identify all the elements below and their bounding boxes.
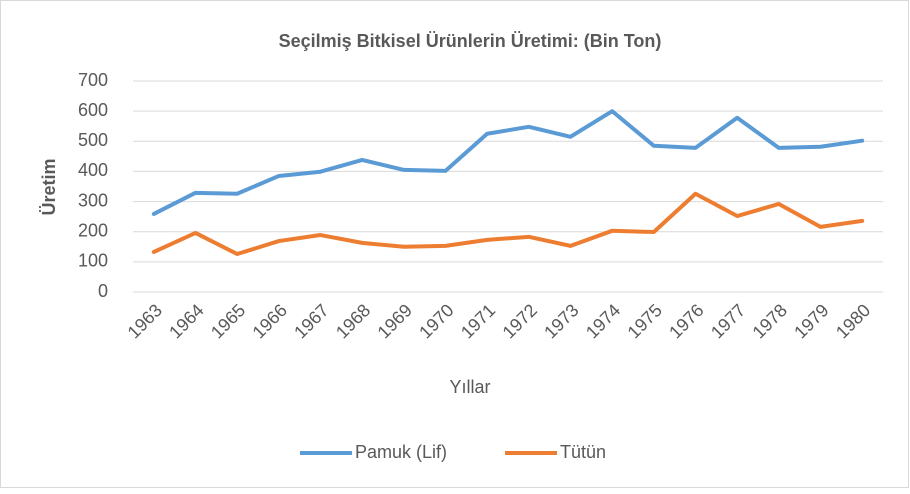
y-tick-label: 700: [78, 70, 108, 90]
y-tick-label: 500: [78, 130, 108, 150]
y-tick-label: 200: [78, 220, 108, 240]
chart-title: Seçilmiş Bitkisel Ürünlerin Üretimi: (Bi…: [279, 31, 662, 51]
y-tick-label: 300: [78, 190, 108, 210]
y-tick-label: 400: [78, 160, 108, 180]
line-series: [151, 191, 865, 257]
legend-label: Tütün: [560, 442, 606, 462]
y-tick-label: 600: [78, 100, 108, 120]
line-series: [151, 109, 865, 216]
x-axis-label: Yıllar: [449, 377, 490, 397]
y-tick-label: 100: [78, 251, 108, 271]
legend-label: Pamuk (Lif): [355, 442, 447, 462]
y-axis-label: Üretim: [39, 158, 59, 215]
y-tick-label: 0: [98, 281, 108, 301]
